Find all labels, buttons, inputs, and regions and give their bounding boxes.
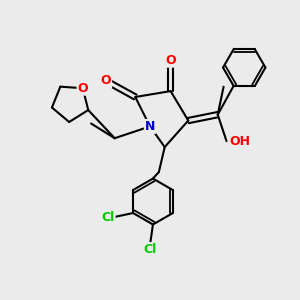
Text: Cl: Cl bbox=[101, 211, 115, 224]
Text: O: O bbox=[100, 74, 111, 87]
Text: O: O bbox=[77, 82, 88, 95]
Text: N: N bbox=[145, 120, 155, 133]
Text: O: O bbox=[165, 54, 176, 67]
Text: OH: OH bbox=[230, 135, 250, 148]
Text: Cl: Cl bbox=[143, 243, 157, 256]
